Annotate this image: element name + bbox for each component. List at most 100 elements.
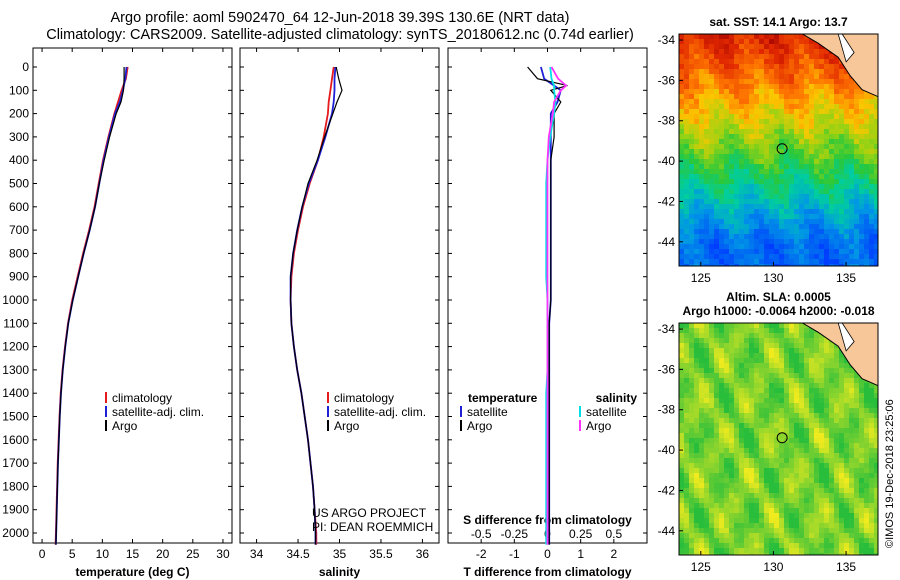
map-cell <box>729 338 734 343</box>
temperature-difference-x-tick-label: 1 <box>577 547 584 561</box>
map-cell <box>754 244 759 249</box>
map-cell <box>769 229 774 234</box>
salinity-legend-2-label: Argo <box>334 419 360 433</box>
map-cell <box>744 418 749 423</box>
map-cell <box>724 438 729 443</box>
map-cell <box>789 333 794 338</box>
map-cell <box>839 383 844 388</box>
map-cell <box>689 139 694 144</box>
map-cell <box>694 159 699 164</box>
map-cell <box>709 74 714 79</box>
map-cell <box>819 94 824 99</box>
map-cell <box>839 109 844 114</box>
map-cell <box>744 533 749 538</box>
map-cell <box>799 473 804 478</box>
map-cell <box>834 453 839 458</box>
map-cell <box>834 69 839 74</box>
map-cell <box>714 508 719 513</box>
map-cell <box>874 99 878 104</box>
map-cell <box>854 468 859 473</box>
map-cell <box>844 179 849 184</box>
map-cell <box>839 64 844 69</box>
map-cell <box>789 239 794 244</box>
map-cell <box>694 219 699 224</box>
map-cell <box>699 239 704 244</box>
map-cell <box>824 493 829 498</box>
map-cell <box>824 169 829 174</box>
map-cell <box>699 323 704 328</box>
map-cell <box>734 448 739 453</box>
map-cell <box>774 518 779 523</box>
map-cell <box>814 194 819 199</box>
map-cell <box>824 398 829 403</box>
map-cell <box>749 204 754 209</box>
map-cell <box>684 408 689 413</box>
map-cell <box>749 383 754 388</box>
map-cell <box>729 428 734 433</box>
difference-series-3 <box>546 66 568 545</box>
map-cell <box>829 483 834 488</box>
map-cell <box>739 378 744 383</box>
map-cell <box>759 503 764 508</box>
map-cell <box>799 64 804 69</box>
map-cell <box>744 234 749 239</box>
map-cell <box>709 523 714 528</box>
map-cell <box>804 353 809 358</box>
map-cell <box>704 249 709 254</box>
map-cell <box>709 254 714 259</box>
map-cell <box>724 114 729 119</box>
map-cell <box>819 468 824 473</box>
map-cell <box>719 433 724 438</box>
map-cell <box>699 179 704 184</box>
map-cell <box>679 508 684 513</box>
map-cell <box>794 483 799 488</box>
map-cell <box>764 129 769 134</box>
map-cell <box>719 259 724 264</box>
map-cell <box>814 99 819 104</box>
map-cell <box>824 508 829 513</box>
map-cell <box>724 259 729 264</box>
map-cell <box>724 513 729 518</box>
map-cell <box>714 423 719 428</box>
map-cell <box>804 348 809 353</box>
map-cell <box>854 413 859 418</box>
map-cell <box>714 443 719 448</box>
map-cell <box>714 468 719 473</box>
map-cell <box>869 513 874 518</box>
map-cell <box>874 483 878 488</box>
map-cell <box>714 398 719 403</box>
map-cell <box>704 59 709 64</box>
map-cell <box>684 398 689 403</box>
map-cell <box>714 64 719 69</box>
map-cell <box>684 129 689 134</box>
map-cell <box>809 333 814 338</box>
map-cell <box>799 443 804 448</box>
map-cell <box>859 239 864 244</box>
map-cell <box>814 64 819 69</box>
map-cell <box>739 528 744 533</box>
map-cell <box>719 388 724 393</box>
map-cell <box>759 528 764 533</box>
map-cell <box>809 413 814 418</box>
map-cell <box>729 89 734 94</box>
map-cell <box>774 249 779 254</box>
map-cell <box>689 488 694 493</box>
map-cell <box>724 543 729 548</box>
temperature-difference-x-tick-label: -2 <box>476 547 487 561</box>
map-cell <box>854 463 859 468</box>
y-tick-label: 1700 <box>2 456 29 470</box>
map-cell <box>809 239 814 244</box>
map-cell <box>754 518 759 523</box>
map-cell <box>679 368 684 373</box>
map-cell <box>789 74 794 79</box>
map-cell <box>869 164 874 169</box>
map-cell <box>764 433 769 438</box>
map-cell <box>874 134 878 139</box>
map-cell <box>829 164 834 169</box>
map-cell <box>779 249 784 254</box>
map-cell <box>824 513 829 518</box>
map-cell <box>849 378 854 383</box>
map-cell <box>739 328 744 333</box>
map-cell <box>724 249 729 254</box>
map-cell <box>804 438 809 443</box>
